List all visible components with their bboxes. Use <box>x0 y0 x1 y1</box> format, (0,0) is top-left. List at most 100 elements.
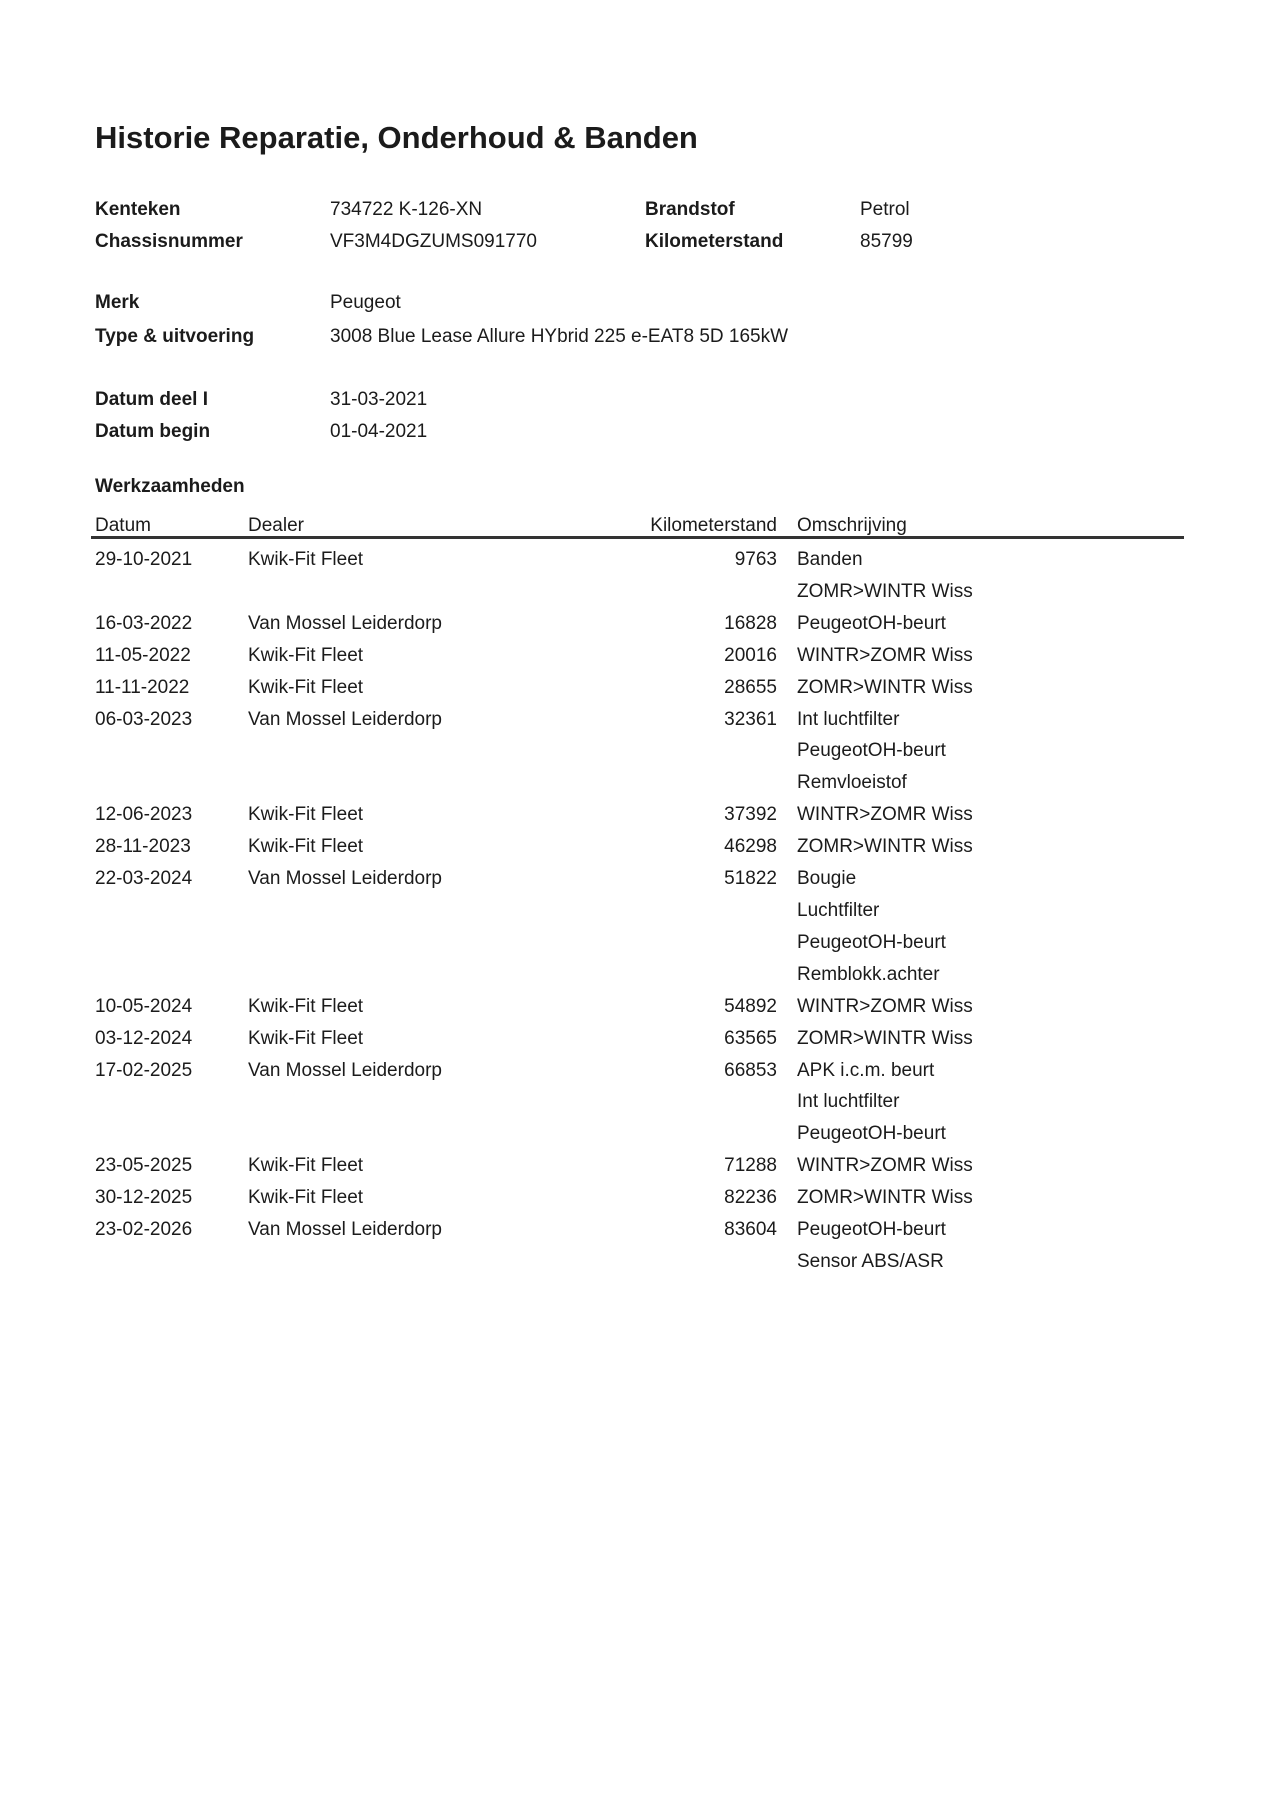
datum-begin-label: Datum begin <box>95 421 211 442</box>
row-dealer: Kwik-Fit Fleet <box>248 1187 364 1209</box>
kenteken-label: Kenteken <box>95 199 181 220</box>
kenteken-value: 734722 K-126-XN <box>330 199 483 220</box>
row-datum-empty <box>95 576 248 608</box>
row-dealer: Van Mossel Leiderdorp <box>248 868 442 890</box>
row-omschrijving-line: WINTR>ZOMR Wiss <box>797 1155 973 1177</box>
row-omschrijving-line: PeugeotOH-beurt <box>797 1219 946 1241</box>
info-row-kenteken: Kenteken 734722 K-126-XN <box>95 196 482 224</box>
row-dealer: Kwik-Fit Fleet <box>248 549 364 570</box>
row-datum: 06-03-2023 <box>95 708 193 730</box>
row-datum: 17-02-2025 <box>95 1059 193 1081</box>
datum-deel-1-label: Datum deel I <box>95 389 208 410</box>
row-kilometerstand: 28655 <box>724 676 777 698</box>
row-datum: 28-11-2023 <box>95 836 191 858</box>
info-row-type-uitvoering: Type & uitvoering 3008 Blue Lease Allure … <box>95 323 788 351</box>
row-datum-empty <box>95 895 248 927</box>
row-dealer: Van Mossel Leiderdorp <box>248 708 442 730</box>
row-omschrijving-line: ZOMR>WINTR Wiss <box>797 1187 973 1209</box>
row-datum: 11-05-2022 <box>95 644 191 666</box>
row-dealer: Kwik-Fit Fleet <box>248 676 364 698</box>
row-datum: 12-06-2023 <box>95 804 193 826</box>
row-kilometerstand: 63565 <box>724 1027 777 1049</box>
info-row-brandstof: Brandstof Petrol <box>645 196 910 224</box>
row-omschrijving-line: PeugeotOH-beurt <box>797 740 946 762</box>
row-dealer-empty <box>248 735 636 767</box>
header-divider-line <box>91 536 1184 539</box>
row-omschrijving-line: ZOMR>WINTR Wiss <box>797 836 973 858</box>
row-dealer-empty <box>248 895 636 927</box>
row-omschrijving-line: PeugeotOH-beurt <box>797 1123 946 1145</box>
info-row-chassisnummer: Chassisnummer VF3M4DGZUMS091770 <box>95 228 537 256</box>
column-header-datum: Datum <box>95 515 151 536</box>
row-omschrijving-line: APK i.c.m. beurt <box>797 1059 935 1081</box>
row-omschrijving-line: Sensor ABS/ASR <box>797 1250 944 1272</box>
row-omschrijving-line: Bougie <box>797 868 857 890</box>
merk-label: Merk <box>95 292 140 313</box>
row-dealer: Kwik-Fit Fleet <box>248 804 364 826</box>
type-uitvoering-value: 3008 Blue Lease Allure HYbrid 225 e-EAT8… <box>330 326 789 347</box>
row-datum: 23-05-2025 <box>95 1155 193 1177</box>
datum-begin-value: 01-04-2021 <box>330 421 428 442</box>
merk-value: Peugeot <box>330 292 401 313</box>
info-row-datum-deel-1: Datum deel I 31-03-2021 <box>95 386 427 414</box>
row-dealer-empty <box>248 767 636 799</box>
brandstof-label: Brandstof <box>645 199 735 220</box>
row-datum: 30-12-2025 <box>95 1187 193 1209</box>
row-omschrijving-line: Remblokk.achter <box>797 963 940 985</box>
row-dealer: Kwik-Fit Fleet <box>248 836 364 858</box>
row-kilometerstand-empty <box>636 1086 777 1118</box>
row-kilometerstand-empty <box>636 1118 777 1150</box>
row-dealer: Van Mossel Leiderdorp <box>248 1059 442 1081</box>
row-datum: 11-11-2022 <box>95 676 190 698</box>
werkzaamheden-section-title: Werkzaamheden <box>95 476 245 497</box>
row-kilometerstand: 66853 <box>724 1059 777 1081</box>
row-dealer: Kwik-Fit Fleet <box>248 995 364 1017</box>
row-omschrijving-line: Banden <box>797 549 863 570</box>
row-datum-empty <box>95 767 248 799</box>
info-row-kilometerstand: Kilometerstand 85799 <box>645 228 913 256</box>
row-kilometerstand-empty <box>636 767 777 799</box>
row-kilometerstand: 16828 <box>724 612 777 634</box>
row-kilometerstand: 54892 <box>724 995 777 1017</box>
info-row-merk: Merk Peugeot <box>95 289 401 317</box>
row-dealer-empty <box>248 576 636 608</box>
column-header-omschrijving: Omschrijving <box>797 515 907 536</box>
row-omschrijving-line: WINTR>ZOMR Wiss <box>797 995 973 1017</box>
info-row-datum-begin: Datum begin 01-04-2021 <box>95 418 427 446</box>
row-omschrijving-line: Int luchtfilter <box>797 708 900 730</box>
row-kilometerstand-empty <box>636 959 777 991</box>
row-datum-empty <box>95 735 248 767</box>
row-datum-empty <box>95 1118 248 1150</box>
row-dealer-empty <box>248 1086 636 1118</box>
chassisnummer-label: Chassisnummer <box>95 231 243 252</box>
row-kilometerstand: 32361 <box>724 708 777 730</box>
row-kilometerstand: 9763 <box>734 549 777 570</box>
row-dealer-empty <box>248 1246 636 1278</box>
row-dealer: Kwik-Fit Fleet <box>248 1155 364 1177</box>
row-omschrijving-line: Remvloeistof <box>797 772 907 794</box>
row-datum-empty <box>95 959 248 991</box>
row-datum: 23-02-2026 <box>95 1219 193 1241</box>
row-omschrijving-line: ZOMR>WINTR Wiss <box>797 676 973 698</box>
row-dealer-empty <box>248 927 636 959</box>
werkzaamheden-rows: 29-10-2021 Kwik-Fit Fleet 9763 Banden ZOMR>W… <box>95 544 1185 1278</box>
row-dealer-empty <box>248 1118 636 1150</box>
row-datum-empty <box>95 1246 248 1278</box>
row-datum: 29-10-2021 <box>95 549 193 570</box>
type-uitvoering-label: Type & uitvoering <box>95 326 255 347</box>
column-header-dealer: Dealer <box>248 515 304 536</box>
row-datum-empty <box>95 927 248 959</box>
row-dealer: Kwik-Fit Fleet <box>248 1027 364 1049</box>
row-dealer: Van Mossel Leiderdorp <box>248 612 442 634</box>
row-omschrijving-line: WINTR>ZOMR Wiss <box>797 644 973 666</box>
row-datum: 10-05-2024 <box>95 995 193 1017</box>
row-kilometerstand-empty <box>636 927 777 959</box>
row-omschrijving-line: PeugeotOH-beurt <box>797 931 946 953</box>
row-dealer: Van Mossel Leiderdorp <box>248 1219 442 1241</box>
kilometerstand-value: 85799 <box>860 231 913 252</box>
row-kilometerstand: 20016 <box>724 644 777 666</box>
brandstof-value: Petrol <box>860 199 910 220</box>
row-omschrijving-line: ZOMR>WINTR Wiss <box>797 1027 973 1049</box>
row-omschrijving-line: Luchtfilter <box>797 899 880 921</box>
